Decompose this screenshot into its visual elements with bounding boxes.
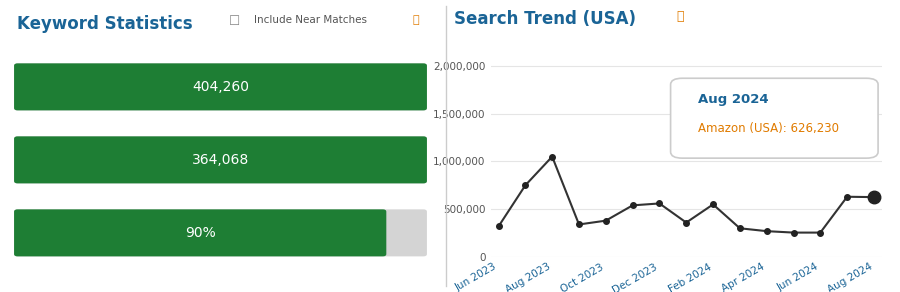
Text: 364,068: 364,068 (192, 153, 249, 167)
Text: ⓘ: ⓘ (103, 213, 109, 223)
Text: 404,260: 404,260 (192, 80, 249, 94)
FancyBboxPatch shape (14, 136, 427, 183)
Text: Include Near Matches: Include Near Matches (255, 15, 367, 25)
Text: ⓘ: ⓘ (117, 140, 123, 150)
Text: Amazon (USA): 626,230: Amazon (USA): 626,230 (698, 122, 839, 135)
Text: 90%: 90% (184, 226, 216, 240)
Text: ⓘ: ⓘ (127, 67, 133, 77)
Text: Average Searches (USA): Average Searches (USA) (17, 67, 179, 80)
FancyBboxPatch shape (14, 63, 427, 110)
FancyBboxPatch shape (14, 63, 427, 110)
FancyBboxPatch shape (14, 136, 427, 183)
Text: ⓘ: ⓘ (673, 10, 685, 23)
Text: Search Trend (USA): Search Trend (USA) (454, 10, 636, 28)
Text: ⓘ: ⓘ (413, 15, 419, 25)
FancyBboxPatch shape (14, 209, 386, 256)
FancyBboxPatch shape (670, 78, 878, 158)
Text: ☐: ☐ (229, 15, 240, 28)
Text: Keyword Statistics: Keyword Statistics (17, 15, 194, 33)
FancyBboxPatch shape (14, 209, 427, 256)
Text: Average CTR (USA): Average CTR (USA) (17, 213, 145, 226)
Text: Aug 2024: Aug 2024 (698, 93, 769, 106)
Text: Average Clicks (USA): Average Clicks (USA) (17, 140, 158, 153)
